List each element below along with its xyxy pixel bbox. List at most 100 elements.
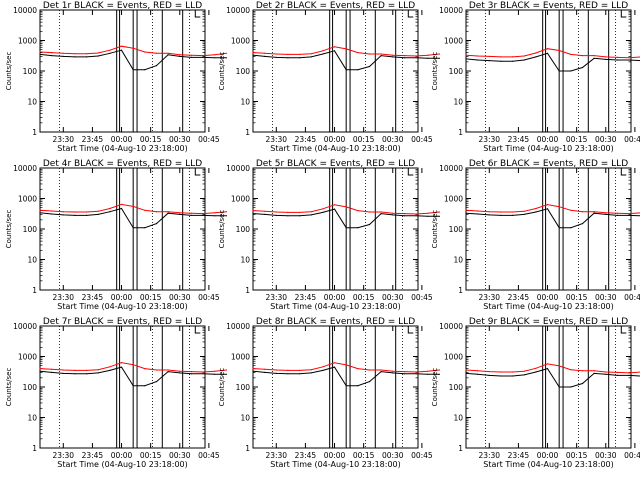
events-data-point — [252, 213, 254, 215]
y-tick-label: 1 — [458, 128, 463, 137]
y-tick-label: 10 — [240, 414, 250, 423]
events-data-point — [62, 372, 64, 374]
x-tick-label: 23:45 — [82, 451, 104, 460]
events-data-point — [120, 207, 123, 210]
lld-data-point — [132, 364, 134, 366]
panel-det-9r: Det 9r BLACK = Events, RED = LLD 1 10 100 10… — [431, 317, 640, 469]
lld-data-point — [392, 54, 394, 56]
events-data-point — [380, 55, 382, 57]
events-data-point — [546, 52, 549, 54]
lld-data-point — [628, 57, 630, 59]
lld-data-point — [523, 370, 525, 372]
lld-data-point — [252, 210, 254, 212]
panel-det-3r: Det 3r BLACK = Events, RED = LLD 1 10 100 10… — [431, 1, 640, 153]
lld-data-point — [132, 205, 134, 207]
lld-data-point — [546, 48, 549, 50]
events-data-point — [628, 59, 630, 61]
events-data-point — [225, 215, 227, 217]
lld-data-point — [570, 53, 572, 56]
events-data-point — [500, 375, 502, 377]
y-axis-label: Counts/sec — [431, 210, 439, 249]
events-data-point — [214, 57, 216, 59]
x-tick-label: 00:30 — [169, 293, 191, 302]
panel-title: Det 7r BLACK = Events, RED = LLD — [43, 317, 202, 327]
x-axis-label: Start Time (04-Aug-10 23:18:00) — [57, 302, 188, 311]
events-data-point — [616, 214, 619, 216]
lld-data-point — [511, 371, 514, 373]
lld-data-point — [51, 210, 53, 212]
events-data-point — [403, 57, 405, 59]
x-tick-label: 23:45 — [295, 293, 317, 302]
lld-data-point — [155, 52, 158, 54]
x-tick-label: 00:45 — [198, 135, 220, 144]
y-tick-label: 10 — [453, 98, 463, 107]
lld-data-point — [345, 206, 347, 208]
events-data-point — [593, 372, 595, 374]
events-data-point — [570, 70, 572, 72]
lld-data-point — [392, 370, 394, 372]
lld-data-point — [403, 213, 405, 215]
events-data-point — [392, 214, 394, 216]
lld-data-point — [322, 50, 324, 52]
panel-title: Det 9r BLACK = Events, RED = LLD — [469, 317, 628, 327]
lld-data-point — [616, 212, 619, 214]
lld-data-point — [97, 52, 99, 54]
bracket-marker — [407, 168, 414, 176]
events-data-point — [310, 56, 312, 58]
x-tick-label: 00:15 — [140, 293, 162, 302]
axis-frame — [465, 9, 632, 133]
panel-det-6r: Det 6r BLACK = Events, RED = LLD 1 10 100 10… — [431, 159, 640, 311]
panel-det-4r: Det 4r BLACK = Events, RED = LLD 1 10 100 10… — [5, 159, 227, 311]
events-data-point — [511, 375, 514, 377]
lld-data-point — [214, 212, 216, 214]
y-tick-label: 1000 — [231, 353, 250, 362]
lld-data-point — [581, 370, 584, 372]
events-data-point — [438, 215, 440, 217]
lld-series-line — [465, 363, 640, 374]
events-data-point — [628, 214, 630, 216]
events-data-point — [264, 213, 266, 215]
events-data-point — [62, 55, 64, 58]
x-axis-label: Start Time (04-Aug-10 23:18:00) — [270, 302, 401, 311]
lld-data-point — [415, 371, 417, 373]
lld-data-point — [535, 52, 537, 54]
x-tick-label: 00:45 — [411, 293, 433, 302]
axis-frame — [252, 325, 419, 449]
events-data-point — [190, 373, 192, 375]
events-data-point — [500, 60, 502, 62]
lld-data-point — [581, 211, 584, 213]
y-tick-label: 1000 — [18, 195, 37, 204]
x-tick-label: 00:15 — [140, 451, 162, 460]
x-tick-label: 00:15 — [566, 135, 588, 144]
events-data-point — [322, 211, 324, 213]
panel-title: Det 1r BLACK = Events, RED = LLD — [43, 1, 202, 11]
lld-data-point — [488, 371, 490, 373]
lld-data-point — [299, 369, 301, 371]
lld-data-point — [523, 55, 525, 57]
y-tick-label: 10 — [27, 256, 37, 265]
events-data-point — [39, 53, 41, 56]
y-tick-label: 1 — [32, 128, 37, 137]
events-data-point — [438, 373, 440, 375]
x-tick-label: 00:00 — [111, 293, 133, 302]
events-data-point — [155, 381, 158, 383]
y-tick-label: 10 — [240, 98, 250, 107]
lld-data-point — [488, 211, 490, 213]
events-data-point — [155, 223, 158, 225]
x-tick-label: 00:30 — [382, 451, 404, 460]
lld-data-point — [333, 362, 336, 364]
panel-det-1r: Det 1r BLACK = Events, RED = LLD 1 10 100 10… — [5, 1, 227, 153]
lld-data-point — [310, 53, 312, 55]
events-series-line — [465, 52, 640, 72]
events-data-point — [535, 371, 537, 373]
x-tick-label: 00:30 — [169, 451, 191, 460]
lld-data-point — [62, 211, 64, 213]
y-tick-label: 10000 — [226, 6, 250, 15]
x-tick-label: 00:15 — [353, 451, 375, 460]
x-tick-label: 23:30 — [478, 451, 500, 460]
events-data-point — [368, 223, 371, 226]
events-data-point — [392, 56, 394, 58]
x-tick-label: 00:30 — [595, 135, 617, 144]
events-data-point — [322, 369, 324, 371]
